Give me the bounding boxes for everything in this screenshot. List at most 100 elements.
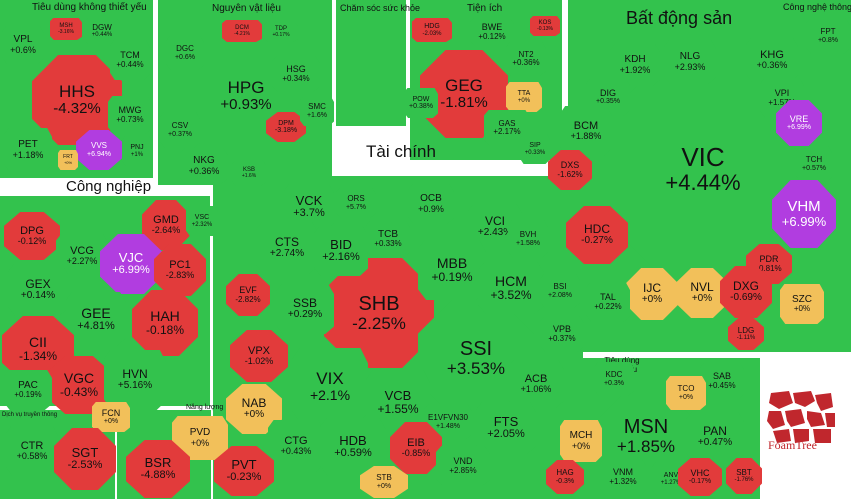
stock-tile-bid[interactable]: BID +2.16% [314,226,368,276]
stock-tile-hdc[interactable]: HDC -0.27% [566,206,628,264]
stock-tile-pow[interactable]: POW +0.38% [404,88,438,118]
stock-tile-gex[interactable]: GEX +0.14% [8,264,68,316]
stock-tile-fts[interactable]: FTS +2.05% [476,402,536,454]
stock-ticker: KHG [760,48,784,61]
stock-tile-vsc[interactable]: VSC +2.32% [186,206,218,236]
stock-change: +6.99% [781,214,827,230]
stock-tile-vjc[interactable]: VJC +6.99% [100,234,162,294]
stock-change: -1.34% [18,349,58,364]
stock-tile-hag[interactable]: HAG -0.3% [546,460,584,494]
stock-tile-evf[interactable]: EVF -2.82% [226,274,270,316]
stock-tile-dpm[interactable]: DPM -3.18% [266,112,306,142]
stock-tile-dgc[interactable]: DGC +0.6% [166,36,204,70]
stock-tile-smc[interactable]: SMC +1.6% [300,96,334,126]
stock-ticker: PNJ [130,144,144,152]
stock-tile-vpb[interactable]: VPB +0.37% [540,316,584,352]
stock-tile-dpg[interactable]: DPG -0.12% [4,212,60,260]
stock-tile-pac[interactable]: PAC +0.19% [4,370,52,410]
stock-tile-cts[interactable]: CTS +2.74% [256,222,318,274]
stock-tile-frt[interactable]: FRT +0% [58,150,78,170]
stock-tile-csv[interactable]: CSV +0.37% [160,112,200,148]
stock-tile-tch[interactable]: TCH +0.57% [796,146,832,182]
stock-tile-pnj[interactable]: PNJ +1% [122,136,152,166]
stock-tile-sab[interactable]: SAB +0.45% [700,362,744,400]
stock-change: -2.25% [352,313,406,333]
stock-change: -1.11% [736,335,756,342]
stock-tile-pvt[interactable]: PVT -0.23% [214,446,274,496]
stock-tile-fpt[interactable]: FPT +0.8% [806,18,850,54]
stock-tile-sgt[interactable]: SGT -2.53% [54,428,116,490]
stock-tile-sip[interactable]: SIP +0.33% [520,134,550,164]
stock-tile-hsg[interactable]: HSG +0.34% [272,56,320,92]
stock-tile-nlg[interactable]: NLG +2.93% [664,40,716,84]
stock-tile-vhm[interactable]: VHM +6.99% [772,180,836,248]
stock-tile-bsr[interactable]: BSR -4.88% [126,440,190,498]
stock-tile-vvs[interactable]: VVS +6.94% [76,130,122,170]
stock-tile-hah[interactable]: HAH -0.18% [132,290,198,356]
stock-tile-vpx[interactable]: VPX -1.02% [230,330,288,382]
stock-change: +2.17% [493,127,521,136]
stock-change: +0.35% [596,98,620,106]
stock-tile-acb[interactable]: ACB +1.06% [508,360,564,408]
stock-ticker: VHC [690,467,710,478]
stock-tile-ctg[interactable]: CTG +0.43% [268,420,324,472]
stock-tile-vix[interactable]: VIX +2.1% [292,348,368,424]
stock-tile-bvh[interactable]: BVH +1.58% [508,220,548,258]
stock-tile-pet[interactable]: PET +1.18% [4,128,52,172]
stock-tile-vpl[interactable]: VPL +0.6% [2,26,44,64]
stock-tile-nt2[interactable]: NT2 +0.36% [506,42,546,76]
stock-tile-mwg[interactable]: MWG +0.73% [108,96,152,134]
stock-tile-nvl[interactable]: NVL +0% [676,268,728,318]
stock-tile-eib[interactable]: EIB -0.85% [390,422,442,474]
stock-change: +6.99% [787,124,811,132]
stock-tile-hvn[interactable]: HVN +5.16% [104,350,166,410]
stock-tile-gee[interactable]: GEE +4.81% [66,292,126,346]
stock-tile-ocb[interactable]: OCB +0.9% [408,184,454,224]
stock-ticker: DGW [92,22,112,32]
stock-tile-sbt[interactable]: SBT -1.76% [726,458,762,494]
stock-tile-ssi[interactable]: SSI +3.53% [418,300,534,416]
stock-tile-mch[interactable]: MCH +0% [560,420,602,462]
stock-tile-dxg[interactable]: DXG -0.69% [720,266,772,318]
stock-change: +0.36% [756,60,788,71]
stock-tile-ctr[interactable]: CTR +0.58% [6,426,58,476]
stock-tile-hdb[interactable]: HDB +0.59% [320,418,386,476]
stock-tile-tta[interactable]: TTA +0% [506,82,542,112]
stock-tile-vhc[interactable]: VHC -0.17% [678,458,722,496]
stock-tile-kdc[interactable]: KDC +0.3% [594,362,634,396]
stock-ticker: VPI [774,88,790,99]
stock-tile-tdp[interactable]: TDP +0.17% [264,22,298,42]
stock-tile-ssb[interactable]: SSB +0.29% [276,284,334,334]
stock-tile-nkg[interactable]: NKG +0.36% [180,148,228,184]
stock-tile-tcb[interactable]: TCB +0.33% [366,220,410,258]
stock-tile-bsi[interactable]: BSI +2.08% [540,274,580,308]
stock-tile-ors[interactable]: ORS +5.7% [336,188,376,218]
stock-tile-mbb[interactable]: MBB +0.19% [418,240,486,300]
stock-tile-ijc[interactable]: IJC +0% [626,268,678,320]
stock-tile-dgw[interactable]: DGW +0.44% [84,18,120,44]
stock-tile-fcn[interactable]: FCN +0% [92,402,130,432]
stock-tile-tcm[interactable]: TCM +0.44% [110,40,150,80]
stock-tile-dcm[interactable]: DCM -4.21% [222,20,262,42]
stock-tile-tal[interactable]: TAL +0.22% [586,282,630,322]
stock-tile-hdg[interactable]: HDG -2.03% [412,18,452,42]
stock-tile-stb[interactable]: STB +0% [360,466,408,498]
stock-tile-ldg[interactable]: LDG -1.11% [728,318,764,350]
stock-tile-vnd[interactable]: VND +2.85% [436,446,490,486]
stock-tile-dxs[interactable]: DXS -1.62% [548,150,592,190]
stock-tile-khg[interactable]: KHG +0.36% [746,38,798,82]
stock-ticker: SBT [736,467,752,477]
stock-tile-pc1[interactable]: PC1 -2.83% [154,244,206,296]
stock-tile-vre[interactable]: VRE +6.99% [776,100,822,146]
stock-tile-hcm[interactable]: HCM +3.52% [478,262,544,314]
stock-tile-tco[interactable]: TCO +0% [666,376,706,410]
stock-tile-msh[interactable]: MSH -3.16% [50,18,82,40]
stock-tile-ksb[interactable]: KSB +1.6% [232,160,266,186]
stock-change: +0.36% [188,165,220,176]
stock-tile-vnm[interactable]: VNM +1.32% [600,458,646,496]
stock-tile-szc[interactable]: SZC +0% [780,284,824,324]
stock-tile-pan[interactable]: PAN +0.47% [686,412,744,462]
stock-tile-bwe[interactable]: BWE +0.12% [470,18,514,46]
stock-tile-kos[interactable]: KOS -0.13% [530,16,560,36]
stock-tile-bcm[interactable]: BCM +1.88% [560,106,612,156]
